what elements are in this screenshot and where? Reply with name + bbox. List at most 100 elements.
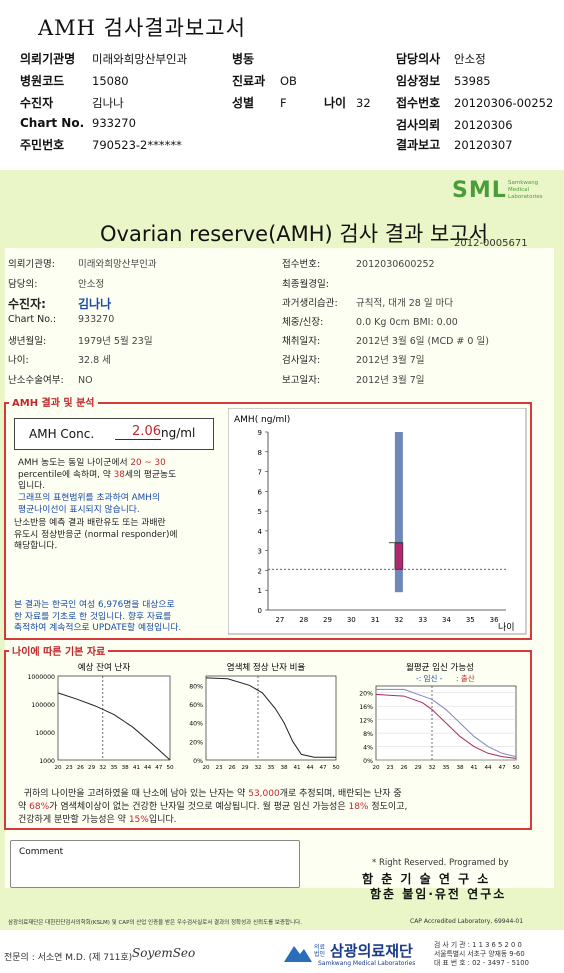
header-mid-field-0: 병동 [232, 52, 255, 66]
amh-conc-label: AMH Conc. [29, 427, 95, 441]
amh-y-tick: 6 [258, 488, 263, 496]
chart3-x-tick: 20 [372, 765, 380, 771]
chart1-y-tick: 100000 [31, 702, 55, 709]
header-right-field-4: 결과보고 20120307 [396, 138, 513, 152]
foundation-name: 삼광의료재단 [330, 942, 413, 960]
header-field-3: Chart No. 933270 [20, 116, 136, 130]
chart2-x-tick: 23 [215, 765, 223, 771]
chart2-x-tick: 50 [332, 765, 340, 771]
pregnancy-legend-birth: : 출산 [456, 673, 475, 683]
summary-text: 귀하의 나이만을 고려하였을 때 난소에 남아 있는 난자는 약 53,000개… [18, 789, 408, 825]
chart3-y-tick: 16% [359, 704, 373, 711]
header-field-0: 의뢰기관명 미래와희망산부인과 [20, 52, 188, 66]
amh-x-tick: 30 [347, 616, 356, 624]
chart1-x-tick: 50 [166, 765, 174, 771]
amh-y-tick: 0 [258, 607, 262, 615]
chart1-x-tick: 47 [155, 765, 163, 771]
foundation-tag: 의료법인 [314, 944, 326, 958]
chart3-y-tick: 4% [363, 745, 373, 752]
chart3-x-tick: 38 [456, 765, 464, 771]
foundation-logo-icon [284, 946, 312, 962]
amh-x-tick: 31 [371, 616, 380, 624]
age-basic-data-section-label: 나이에 따른 기본 자료 [9, 643, 109, 658]
chart2-y-tick: 80% [189, 683, 203, 690]
chart3-x-tick: 23 [386, 765, 394, 771]
chart2-x-tick: 32 [254, 765, 261, 771]
chart1-frame [57, 675, 171, 761]
patient-left-field-1: 담당의: 안소정 [8, 279, 105, 290]
amh-value-marker [394, 542, 404, 570]
document-title: AMH 검사결과보고서 [38, 16, 246, 40]
amh-x-tick: 28 [299, 616, 308, 624]
amh-conc-unit: ng/ml [161, 426, 196, 440]
chart3-y-tick: 12% [359, 718, 373, 725]
amh-chart-frame [228, 408, 527, 635]
normal-chromosome-title: 염색체 정상 난자 비율 [227, 662, 306, 673]
patient-right-field-3: 체중/신장: 0.0 Kg 0cm BMI: 0.00 [282, 317, 458, 328]
chart3-series-1 [375, 693, 517, 759]
sml-logo-subtitle: Samkwang Medical Laboratories [508, 180, 543, 200]
patient-right-field-1: 최종월경일: [282, 279, 329, 290]
chart1-x-tick: 26 [77, 765, 85, 771]
amh-x-tick: 33 [418, 616, 427, 624]
chart3-x-tick: 26 [400, 765, 408, 771]
chart1-y-tick: 10000 [35, 730, 55, 737]
certification-note: 삼광의료재단은 대한진단검사의학회(KSLM) 및 CAP의 산업 인증을 받은… [8, 920, 302, 926]
org-name-2: 함춘 불임·유전 연구소 [370, 887, 507, 901]
amh-range-bar [394, 432, 403, 593]
amh-x-tick: 35 [466, 616, 475, 624]
data-basis-note: 본 결과는 한국인 여성 6,976명을 대상으로 한 자료를 기초로 한 것입니… [14, 600, 182, 633]
amh-x-tick: 34 [442, 616, 451, 624]
report-title: Ovarian reserve(AMH) 검사 결과 보고서 [100, 222, 489, 246]
chart2-y-tick: 0% [193, 758, 203, 765]
chart1-y-tick: 1000000 [27, 674, 55, 681]
chart1-x-tick: 32 [99, 765, 106, 771]
footer-band [0, 930, 564, 973]
header-field-4: 주민번호 790523-2****** [20, 138, 182, 152]
header-age: 나이 32 [324, 96, 371, 110]
amh-y-tick: 3 [258, 548, 262, 556]
rights-text: * Right Reserved. Programed by [372, 858, 509, 868]
chart2-y-tick: 40% [189, 721, 203, 728]
chart1-x-tick: 44 [144, 765, 152, 771]
normal-chromosome-chart: 염색체 정상 난자 비율 0% 20% 40% 60% 80% 20 23 26 29 32 35 3… [189, 662, 340, 771]
chart3-x-tick: 41 [470, 765, 478, 771]
header-field-1: 병원코드 15080 [20, 74, 129, 88]
chart3-x-tick: 50 [512, 765, 520, 771]
header-mid-field-1: 진료과 OB [232, 74, 297, 88]
chart3-x-tick: 35 [442, 765, 450, 771]
contact-info: 검 사 기 관 : 1 1 3 6 5 2 0 0 서울특별시 서초구 양재동 9… [434, 941, 529, 967]
amh-x-tick: 29 [323, 616, 332, 624]
header-right-field-2: 접수번호 20120306-00252 [396, 96, 554, 110]
chart2-series-0 [205, 677, 336, 758]
chart3-series-0 [376, 688, 517, 758]
chart2-frame [205, 675, 337, 761]
foundation-english: Samkwang Medical Laboratories [318, 960, 416, 967]
chart1-x-tick: 20 [54, 765, 62, 771]
chart1-x-tick: 29 [88, 765, 96, 771]
chart1-y-tick: 1000 [39, 758, 55, 765]
amh-result-section-label: AMH 결과 및 분석 [9, 394, 98, 409]
doctor-name: 전문의 : 서소연 M.D. (제 711호) [4, 953, 133, 963]
chart1-x-tick: 41 [133, 765, 141, 771]
chart1-x-tick: 23 [66, 765, 74, 771]
patient-left-field-4: 생년월일: 1979년 5월 23일 [8, 336, 153, 347]
chart3-x-tick: 47 [498, 765, 506, 771]
patient-left-field-5: 나이: 32.8 세 [8, 355, 111, 366]
amh-y-tick: 9 [258, 429, 262, 437]
chart3-x-tick: 29 [414, 765, 422, 771]
chart3-x-tick: 32 [428, 765, 435, 771]
patient-left-field-2: 수진자: 김나나 [8, 297, 112, 311]
pregnancy-legend-pregnancy: -: 임신 - [416, 674, 443, 683]
ovarian-response-text: 난소반응 예측 결과 배란유도 또는 과배란 유도시 정상반응군 (normal … [14, 518, 178, 551]
amh-percentile-text: AMH 농도는 동일 나이군에서 20 ~ 30 percentile에 속하며… [18, 458, 177, 491]
header-right-field-3: 검사의뢰 20120306 [396, 118, 513, 132]
comment-box[interactable]: Comment [10, 840, 300, 888]
chart1-series-0 [57, 692, 171, 761]
pregnancy-chance-title: 월평균 임신 가능성 [406, 662, 474, 673]
amh-y-tick: 4 [258, 528, 263, 536]
amh-y-tick: 5 [258, 508, 262, 516]
chart2-x-tick: 38 [280, 765, 288, 771]
remaining-eggs-title: 예상 잔여 난자 [78, 662, 131, 673]
chart2-y-tick: 60% [189, 702, 203, 709]
